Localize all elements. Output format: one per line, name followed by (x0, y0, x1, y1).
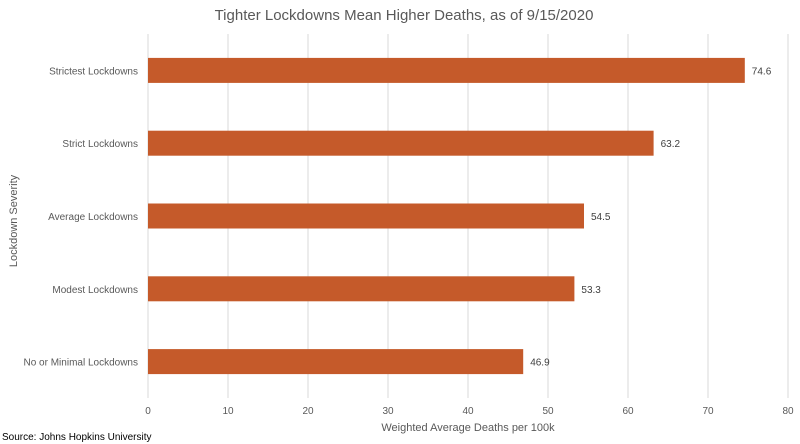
category-labels: Strictest Lockdowns Strict Lockdowns Avera… (24, 66, 139, 368)
x-tick-label: 0 (145, 406, 151, 417)
x-tick-label: 60 (622, 406, 634, 417)
x-tick-label: 50 (542, 406, 554, 417)
category-label: Strict Lockdowns (62, 139, 138, 150)
x-tick-label: 40 (462, 406, 474, 417)
value-label: 54.5 (591, 212, 611, 223)
category-label: Strictest Lockdowns (49, 66, 138, 77)
value-label: 53.3 (581, 285, 601, 296)
x-tick-label: 30 (382, 406, 394, 417)
x-tick-labels: 0 10 20 30 40 50 60 70 80 (145, 406, 794, 417)
category-label: Modest Lockdowns (52, 285, 138, 296)
value-labels: 74.6 63.2 54.5 53.3 46.9 (530, 66, 772, 368)
bar (148, 349, 524, 375)
x-tick-label: 70 (702, 406, 714, 417)
y-axis-label: Lockdown Severity (8, 174, 20, 267)
bar (148, 130, 654, 156)
category-label: Average Lockdowns (48, 212, 138, 223)
category-label: No or Minimal Lockdowns (24, 358, 139, 369)
x-axis-label: Weighted Average Deaths per 100k (381, 422, 555, 434)
value-label: 74.6 (752, 66, 772, 77)
bars (148, 57, 745, 375)
bar (148, 203, 584, 229)
x-tick-label: 20 (302, 406, 314, 417)
chart-title: Tighter Lockdowns Mean Higher Deaths, as… (215, 7, 594, 24)
x-tick-label: 80 (782, 406, 794, 417)
x-tick-label: 10 (222, 406, 234, 417)
value-label: 63.2 (661, 139, 681, 150)
value-label: 46.9 (530, 358, 550, 369)
source-note: Source: Johns Hopkins University (2, 432, 152, 443)
bar (148, 276, 575, 302)
bar (148, 57, 745, 83)
